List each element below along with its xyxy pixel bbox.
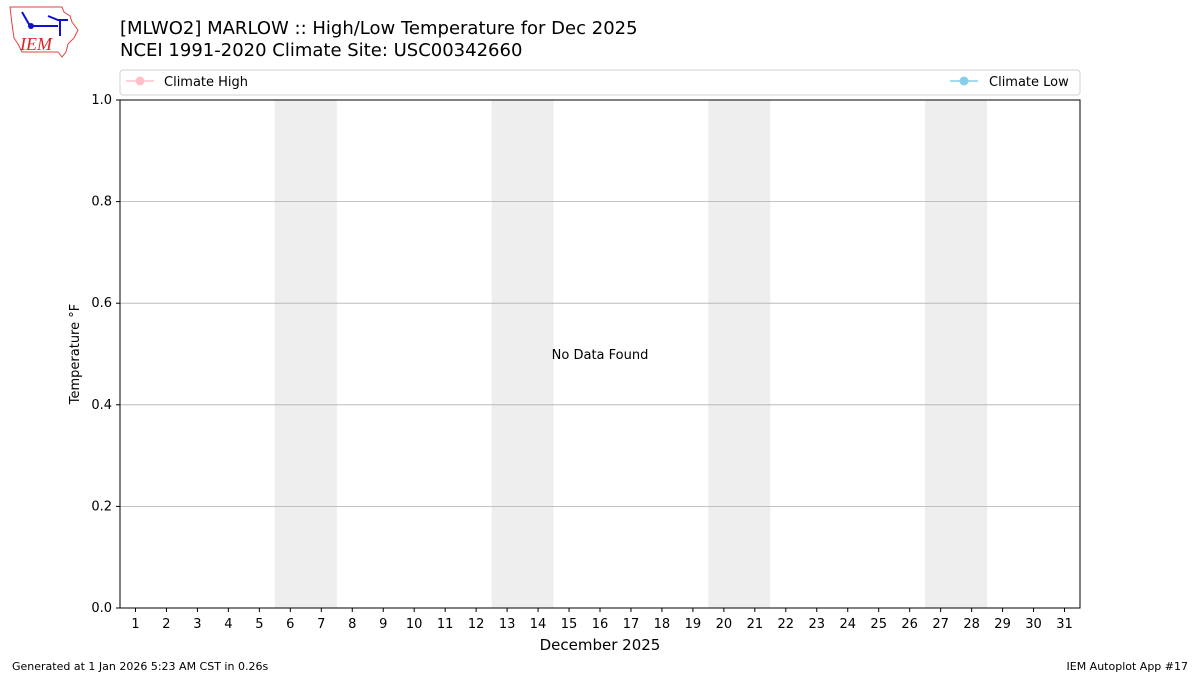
legend-marker-climate-low	[959, 76, 969, 86]
x-tick-label: 2	[162, 617, 170, 632]
x-tick-label: 7	[317, 617, 325, 632]
x-tick-label: 12	[468, 617, 485, 632]
y-tick-label: 0.2	[91, 499, 112, 514]
x-tick-label: 14	[530, 617, 547, 632]
x-tick-label: 11	[437, 617, 454, 632]
x-tick-label: 8	[348, 617, 356, 632]
x-tick-label: 3	[193, 617, 201, 632]
weekend-shade	[708, 100, 771, 608]
chart-subtitle: NCEI 1991-2020 Climate Site: USC00342660	[120, 40, 523, 61]
x-tick-label: 31	[1056, 617, 1073, 632]
x-tick-label: 18	[654, 617, 671, 632]
x-tick-label: 27	[932, 617, 949, 632]
x-tick-label: 22	[778, 617, 795, 632]
legend-label-climate-low: Climate Low	[989, 75, 1069, 90]
x-tick-label: 4	[224, 617, 232, 632]
y-tick-label: 0.6	[91, 296, 112, 311]
chart-title: [MLWO2] MARLOW :: High/Low Temperature f…	[120, 18, 638, 39]
weekend-shade	[491, 100, 554, 608]
x-axis-label: December 2025	[540, 636, 661, 654]
plot-frame	[119, 99, 1081, 609]
x-tick-label: 5	[255, 617, 263, 632]
legend-box	[119, 69, 1081, 96]
y-tick-label: 1.0	[91, 93, 112, 108]
x-tick-label: 25	[870, 617, 887, 632]
no-data-annotation: No Data Found	[552, 348, 649, 363]
x-tick-label: 30	[1025, 617, 1042, 632]
x-tick-label: 19	[685, 617, 702, 632]
y-tick-label: 0.8	[91, 195, 112, 210]
x-tick-label: 26	[901, 617, 918, 632]
x-tick-label: 24	[839, 617, 856, 632]
x-tick-label: 16	[592, 617, 609, 632]
x-tick-label: 20	[716, 617, 733, 632]
svg-text:IEM: IEM	[19, 34, 53, 54]
legend-marker-climate-high	[135, 76, 145, 86]
footer-generated: Generated at 1 Jan 2026 5:23 AM CST in 0…	[12, 660, 269, 673]
y-tick-label: 0.0	[91, 601, 112, 616]
x-tick-label: 13	[499, 617, 516, 632]
x-tick-label: 6	[286, 617, 294, 632]
legend-label-climate-high: Climate High	[164, 75, 248, 90]
x-tick-label: 29	[994, 617, 1011, 632]
x-tick-label: 17	[623, 617, 640, 632]
x-tick-label: 28	[963, 617, 980, 632]
x-tick-label: 9	[379, 617, 387, 632]
iem-logo: IEM	[9, 6, 79, 58]
weekend-shade	[925, 100, 988, 608]
weekend-shade	[274, 100, 337, 608]
x-tick-label: 23	[809, 617, 826, 632]
footer-app: IEM Autoplot App #17	[1066, 660, 1189, 673]
y-tick-label: 0.4	[91, 398, 112, 413]
x-tick-label: 1	[131, 617, 139, 632]
x-tick-label: 10	[406, 617, 423, 632]
x-tick-label: 21	[747, 617, 764, 632]
x-tick-label: 15	[561, 617, 578, 632]
y-axis-label: Temperature °F	[68, 304, 83, 405]
